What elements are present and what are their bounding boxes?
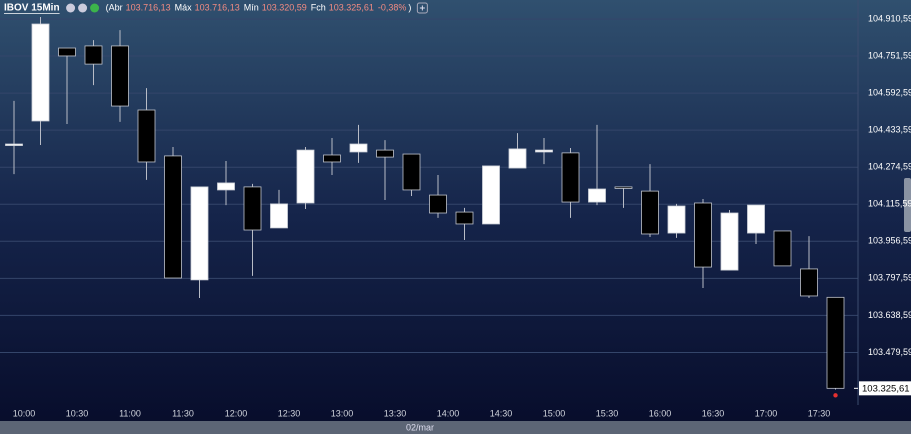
candle-body <box>270 203 288 229</box>
candle-body <box>641 190 659 235</box>
candle-body <box>58 47 76 57</box>
header-icon[interactable] <box>90 3 100 13</box>
x-tick-label: 16:30 <box>702 408 725 418</box>
candle-body <box>455 211 474 225</box>
x-tick-label: 16:00 <box>649 408 672 418</box>
header-label: Fch <box>311 2 326 12</box>
candle-body <box>694 202 712 268</box>
candle-body <box>376 149 394 158</box>
candle-body <box>614 186 633 189</box>
candle-body <box>164 155 182 279</box>
candle-body <box>323 154 341 163</box>
x-tick-label: 10:30 <box>66 408 89 418</box>
y-tick-label: 103.956,59 <box>868 236 911 246</box>
scrollbar[interactable] <box>0 421 911 434</box>
y-tick-label: 104.274,59 <box>868 162 911 172</box>
x-tick-label: 17:30 <box>808 408 831 418</box>
x-tick-label: 15:30 <box>596 408 619 418</box>
x-tick-label: 12:00 <box>225 408 248 418</box>
candle-body <box>720 212 739 271</box>
x-tick-label: 17:00 <box>755 408 778 418</box>
date-caption: 02/mar <box>406 422 434 432</box>
candle-body <box>535 149 553 153</box>
header-label: Mín <box>244 2 259 12</box>
header-value: 103.716,13 <box>195 2 240 12</box>
x-tick-label: 14:00 <box>437 408 460 418</box>
add-button[interactable] <box>416 2 428 14</box>
x-tick-label: 13:00 <box>331 408 354 418</box>
candle-body <box>429 194 447 214</box>
alert-dot <box>833 393 838 398</box>
candle-body <box>508 148 527 169</box>
y-tick-label: 103.797,59 <box>868 273 911 283</box>
x-tick-label: 10:00 <box>13 408 36 418</box>
header-value: 103.320,59 <box>262 2 307 12</box>
last-price-label: 103.325,61 <box>862 383 910 394</box>
header-label: (Abr <box>106 2 123 12</box>
candle-body <box>667 205 686 234</box>
header-icon[interactable] <box>78 3 88 13</box>
y-tick-label: 103.638,59 <box>868 310 911 320</box>
candle-body <box>296 149 315 204</box>
header-change: -0,38% <box>378 2 407 12</box>
y-tick-label: 104.910,59 <box>868 13 911 23</box>
candle-body <box>84 45 103 65</box>
candle-body <box>217 182 235 191</box>
candle-body <box>773 230 792 267</box>
candle-body <box>349 143 368 153</box>
header-label: Máx <box>175 2 193 12</box>
x-tick-label: 12:30 <box>278 408 301 418</box>
candle-body <box>5 143 23 146</box>
x-tick-label: 14:30 <box>490 408 513 418</box>
candle-body <box>31 23 50 122</box>
chart-title: IBOV 15Min <box>4 3 60 14</box>
candle-body <box>800 268 818 297</box>
y-tick-label: 104.115,59 <box>868 199 911 209</box>
candle-body <box>588 188 606 203</box>
scroll-handle[interactable] <box>904 178 911 232</box>
candle-body <box>482 165 500 225</box>
candle-body <box>747 204 765 234</box>
header-value: 103.325,61 <box>329 2 374 12</box>
y-tick-label: 104.433,59 <box>868 125 911 135</box>
candle-body <box>137 109 156 163</box>
candle-body <box>561 152 580 203</box>
x-tick-label: 11:00 <box>119 408 141 418</box>
x-tick-label: 15:00 <box>543 408 566 418</box>
last-price-box <box>859 381 911 396</box>
candle-body <box>111 45 129 107</box>
x-tick-label: 11:30 <box>172 408 194 418</box>
y-tick-label: 103.479,59 <box>868 347 911 357</box>
y-tick-label: 104.592,59 <box>868 87 911 97</box>
y-tick-label: 104.751,59 <box>868 50 911 60</box>
x-tick-label: 13:30 <box>384 408 407 418</box>
candle-body <box>826 296 845 389</box>
header-paren: ) <box>408 2 411 12</box>
candle-body <box>402 153 421 191</box>
header-value: 103.716,13 <box>126 2 171 12</box>
candle-body <box>190 186 209 281</box>
candle-body <box>243 186 262 231</box>
header-icon[interactable] <box>66 3 76 13</box>
